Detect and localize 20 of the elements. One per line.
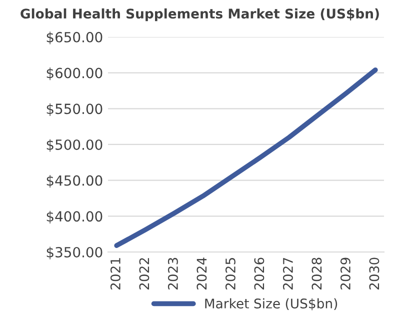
x-tick-label: 2024 [196,258,207,290]
x-tick-label: 2027 [282,258,293,290]
x-tick-label: 2025 [225,258,236,290]
y-tick-label: $550.00 [46,103,102,116]
y-tick-label: $600.00 [46,68,102,80]
line-series [114,68,378,248]
chart-title: Global Health Supplements Market Size (US$bn) [20,8,379,22]
x-tick-label: 2030 [369,258,380,290]
legend-label: Market Size (US$bn) [205,298,338,310]
y-tick-label: $500.00 [46,139,102,152]
y-tick-label: $350.00 [46,246,102,260]
y-tick-label: $400.00 [46,210,102,224]
x-tick-label: 2028 [312,258,322,290]
x-tick-label: 2021 [110,258,120,290]
y-tick-label: $650.00 [46,32,102,44]
x-tick-label: 2023 [168,258,178,290]
x-tick-label: 2026 [254,258,264,290]
y-tick-label: $450.00 [46,175,102,188]
x-tick-label: 2029 [340,258,350,290]
x-tick-label: 2022 [139,258,150,290]
